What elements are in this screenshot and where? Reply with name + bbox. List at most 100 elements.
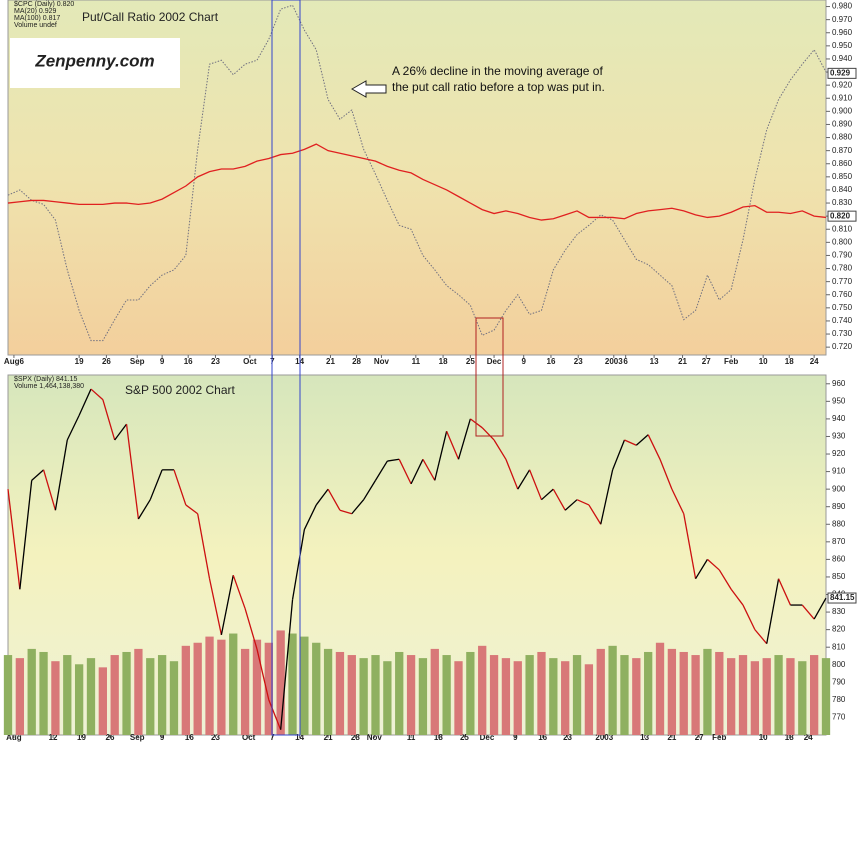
volume-bar: [809, 655, 819, 735]
volume-bar: [596, 648, 605, 735]
volume-bar: [39, 651, 48, 735]
x-tick-label: 25: [466, 357, 475, 366]
bottom-frame: [7, 374, 827, 736]
volume-bar: [738, 655, 748, 735]
price-segment: [730, 588, 744, 606]
y-tick-label: 0.980: [832, 2, 853, 11]
price-segment: [42, 469, 57, 511]
price-segment: [66, 415, 80, 441]
volume-bar: [288, 633, 297, 735]
price-segment: [695, 559, 709, 580]
x-tick-label: Nov: [367, 733, 383, 742]
volume-bar: [240, 648, 250, 735]
x-tick-label: 23: [211, 733, 220, 742]
price-segment: [671, 488, 685, 515]
x-tick-label: 7: [270, 733, 275, 742]
volume-bar: [501, 658, 511, 735]
x-tick-label: 7: [270, 357, 275, 366]
chart-layer: 0.720 0.730 0.740 0.750 0.760 0.770 0.780 0.790…: [3, 1, 857, 742]
volume-bar: [15, 658, 25, 735]
x-tick-label: Sep: [130, 357, 145, 366]
x-tick-label: 23: [574, 357, 583, 366]
annotation: A 26% decline in the moving average of t…: [392, 64, 605, 94]
price-segment: [517, 469, 531, 490]
volume-bar: [561, 661, 570, 735]
x-tick-label: 16: [547, 357, 556, 366]
price-segment: [612, 439, 626, 471]
volume-bar: [217, 639, 226, 735]
y-tick-label: 0.920: [832, 80, 853, 89]
volume-bar: [608, 645, 617, 735]
price-segment: [410, 459, 424, 485]
volume-bar: [335, 651, 345, 735]
x-tick-label: 9: [160, 733, 165, 742]
price-segment: [541, 488, 554, 501]
price-segment: [777, 578, 792, 606]
volume-bar: [74, 664, 84, 735]
x-tick-label: 2003: [605, 357, 623, 366]
volume-bar: [786, 658, 795, 735]
y-tick-label: 0.960: [832, 28, 853, 37]
volume-bar: [691, 655, 700, 735]
x-tick-label: 9: [513, 733, 518, 742]
price-segment: [268, 699, 282, 730]
price-segment: [315, 488, 329, 506]
y-tick-label: 0.970: [832, 15, 853, 24]
x-tick-label: Oct: [243, 357, 257, 366]
volume-bar: [679, 651, 688, 735]
price-segment: [801, 604, 815, 620]
price-segment: [173, 469, 187, 506]
x-tick-label: 21: [326, 357, 335, 366]
volume-bar: [300, 636, 309, 735]
price-segment: [766, 578, 780, 644]
annotation-box: A 26% decline in the moving average of t…: [392, 64, 605, 94]
current-value: 0.820: [830, 211, 851, 220]
legend-entry: MA(20) 0.929: [14, 8, 57, 15]
price-segment: [398, 459, 412, 485]
price-segment: [683, 513, 697, 579]
x-tick-label: 11: [407, 733, 416, 742]
x-tick-label: 18: [785, 733, 794, 742]
y-tick-label: 0.840: [832, 185, 853, 194]
volume-bar: [86, 658, 96, 735]
volume-bar: [466, 651, 475, 735]
price-segment: [102, 399, 116, 441]
x-tick-label: 28: [351, 733, 360, 742]
volume-bar: [347, 655, 356, 735]
price-segment: [564, 499, 578, 511]
y-tick-label: 960: [832, 379, 846, 388]
price-segment: [387, 458, 400, 462]
annotation-arrow: [350, 80, 387, 98]
legend-entry: Volume 1,464,138,380: [14, 383, 84, 390]
volume-bar: [181, 645, 190, 735]
price-segment: [446, 430, 460, 460]
x-tick-label: Feb: [724, 357, 738, 366]
volume-bar: [205, 636, 214, 735]
price-segment: [624, 439, 637, 446]
volume-bar: [798, 661, 807, 735]
x-tick-label: 23: [563, 733, 572, 742]
volume-bar: [252, 639, 262, 735]
x-tick-label: 16: [184, 357, 193, 366]
current-value: 841.15: [830, 593, 855, 602]
volume-bar: [620, 655, 629, 735]
price-segment: [647, 434, 661, 460]
x-tick-label: 9: [160, 357, 165, 366]
y-tick-label: 0.770: [832, 277, 853, 286]
volume-bar: [489, 655, 499, 735]
y-tick-label: 0.830: [832, 198, 853, 207]
volume-bar: [655, 642, 665, 735]
price-segment: [232, 574, 246, 609]
volume-bar: [406, 655, 416, 735]
volume-bar: [478, 645, 487, 735]
price-segment: [125, 424, 140, 520]
price-segment: [327, 488, 341, 511]
price-segment: [7, 489, 21, 590]
price-segment: [363, 480, 377, 501]
y-tick-label: 810: [832, 642, 846, 651]
price-segment: [78, 388, 92, 416]
legend-entry: $CPC (Daily) 0.820: [14, 1, 74, 8]
x-tick-label: 27: [695, 733, 704, 742]
price-segment: [19, 480, 33, 590]
y-tick-label: 0.940: [832, 54, 853, 63]
